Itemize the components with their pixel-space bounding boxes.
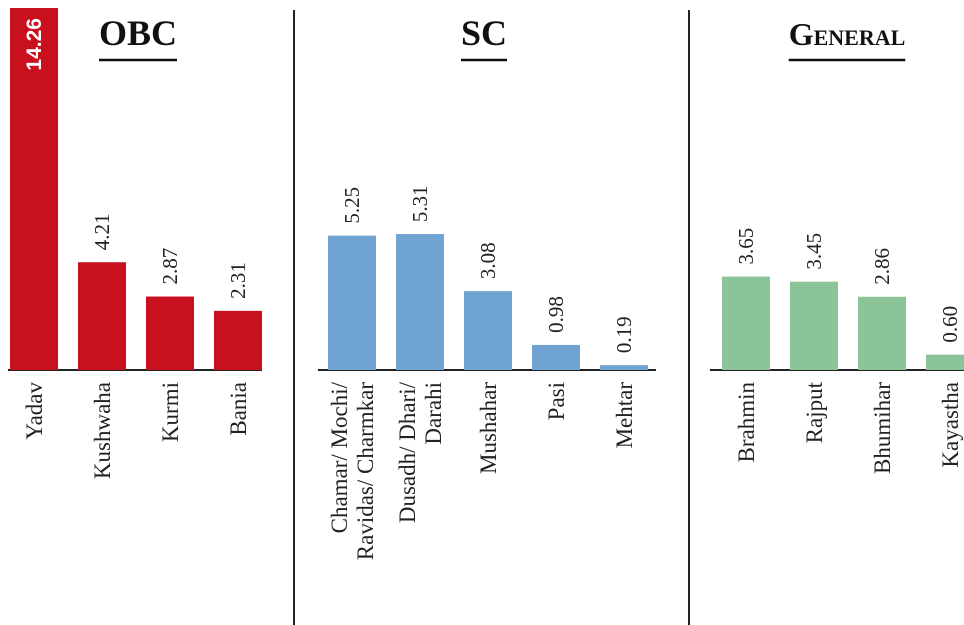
value-label-general-2: 2.86: [870, 248, 894, 285]
value-label-obc-1: 4.21: [90, 213, 114, 250]
value-label-obc-2: 2.87: [158, 248, 182, 285]
value-label-general-3: 0.60: [938, 306, 962, 343]
value-label-obc-0: 14.26: [23, 18, 46, 71]
bar-sc-0: [328, 235, 376, 370]
value-label-sc-0: 5.25: [340, 187, 364, 224]
value-label-general-1: 3.45: [802, 233, 826, 270]
value-label-sc-2: 3.08: [476, 242, 500, 279]
bar-sc-3: [532, 344, 580, 370]
category-label-sc-1: Dusadh/ Dhari/Darahi: [395, 381, 446, 523]
bar-obc-1: [78, 262, 126, 370]
category-label-obc-0: Yadav: [22, 382, 47, 440]
value-label-general-0: 3.65: [734, 228, 758, 265]
category-label-obc-1: Kushwaha: [90, 382, 115, 479]
bar-general-2: [858, 296, 906, 370]
bar-obc-0: [10, 8, 58, 370]
category-label-general-3: Kayastha: [938, 382, 963, 468]
value-label-sc-1: 5.31: [408, 185, 432, 222]
category-label-sc-4: Mehtar: [612, 382, 637, 449]
category-label-general-1: Rajput: [802, 381, 827, 443]
bar-sc-4: [600, 365, 648, 370]
group-title-sc: SC: [461, 13, 507, 53]
bar-sc-1: [396, 234, 444, 370]
bar-general-0: [722, 276, 770, 370]
value-label-obc-3: 2.31: [226, 262, 250, 299]
category-label-obc-2: Kurmi: [158, 382, 183, 442]
bar-sc-2: [464, 291, 512, 370]
category-label-obc-3: Bania: [226, 382, 251, 436]
bar-obc-3: [214, 310, 262, 370]
category-label-sc-3: Pasi: [544, 382, 569, 420]
bar-general-1: [790, 281, 838, 370]
category-label-sc-2: Mushahar: [476, 382, 501, 474]
bar-general-3: [926, 354, 964, 370]
category-label-general-0: Brahmin: [734, 382, 759, 463]
category-label-general-2: Bhumihar: [870, 382, 895, 474]
bar-obc-2: [146, 296, 194, 370]
group-title-obc: OBC: [99, 13, 177, 53]
category-label-sc-0: Chamar/ Mochi/Ravidas/ Charmkar: [327, 381, 378, 560]
value-label-sc-4: 0.19: [612, 316, 636, 353]
value-label-sc-3: 0.98: [544, 296, 568, 333]
group-title-general: General: [789, 16, 906, 52]
